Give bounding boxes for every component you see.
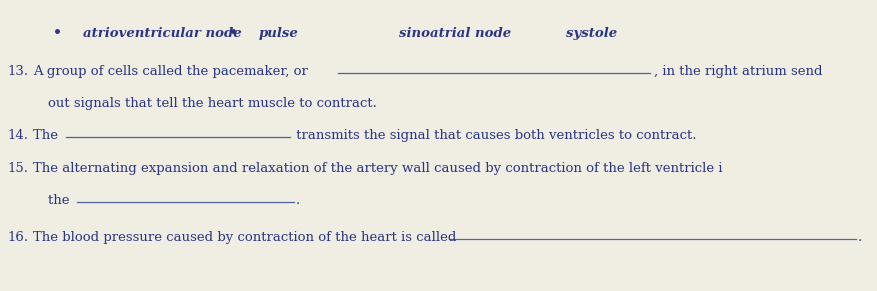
Text: 16.: 16. [7, 231, 28, 244]
Text: 15.: 15. [7, 162, 28, 175]
Text: atrioventricular node: atrioventricular node [83, 27, 242, 40]
Text: systole: systole [566, 27, 617, 40]
Text: pulse: pulse [259, 27, 298, 40]
Text: .: . [296, 194, 300, 207]
Text: transmits the signal that causes both ventricles to contract.: transmits the signal that causes both ve… [292, 129, 696, 142]
Text: out signals that tell the heart muscle to contract.: out signals that tell the heart muscle t… [48, 97, 377, 110]
Text: The blood pressure caused by contraction of the heart is called: The blood pressure caused by contraction… [33, 231, 460, 244]
Text: The alternating expansion and relaxation of the artery wall caused by contractio: The alternating expansion and relaxation… [33, 162, 722, 175]
Text: A group of cells called the pacemaker, or: A group of cells called the pacemaker, o… [33, 65, 312, 78]
Text: .: . [857, 231, 861, 244]
Text: , in the right atrium send: , in the right atrium send [653, 65, 822, 78]
Text: 13.: 13. [7, 65, 28, 78]
Text: 14.: 14. [7, 129, 28, 142]
Text: the: the [48, 194, 74, 207]
Text: sinoatrial node: sinoatrial node [399, 27, 511, 40]
Text: The: The [33, 129, 62, 142]
